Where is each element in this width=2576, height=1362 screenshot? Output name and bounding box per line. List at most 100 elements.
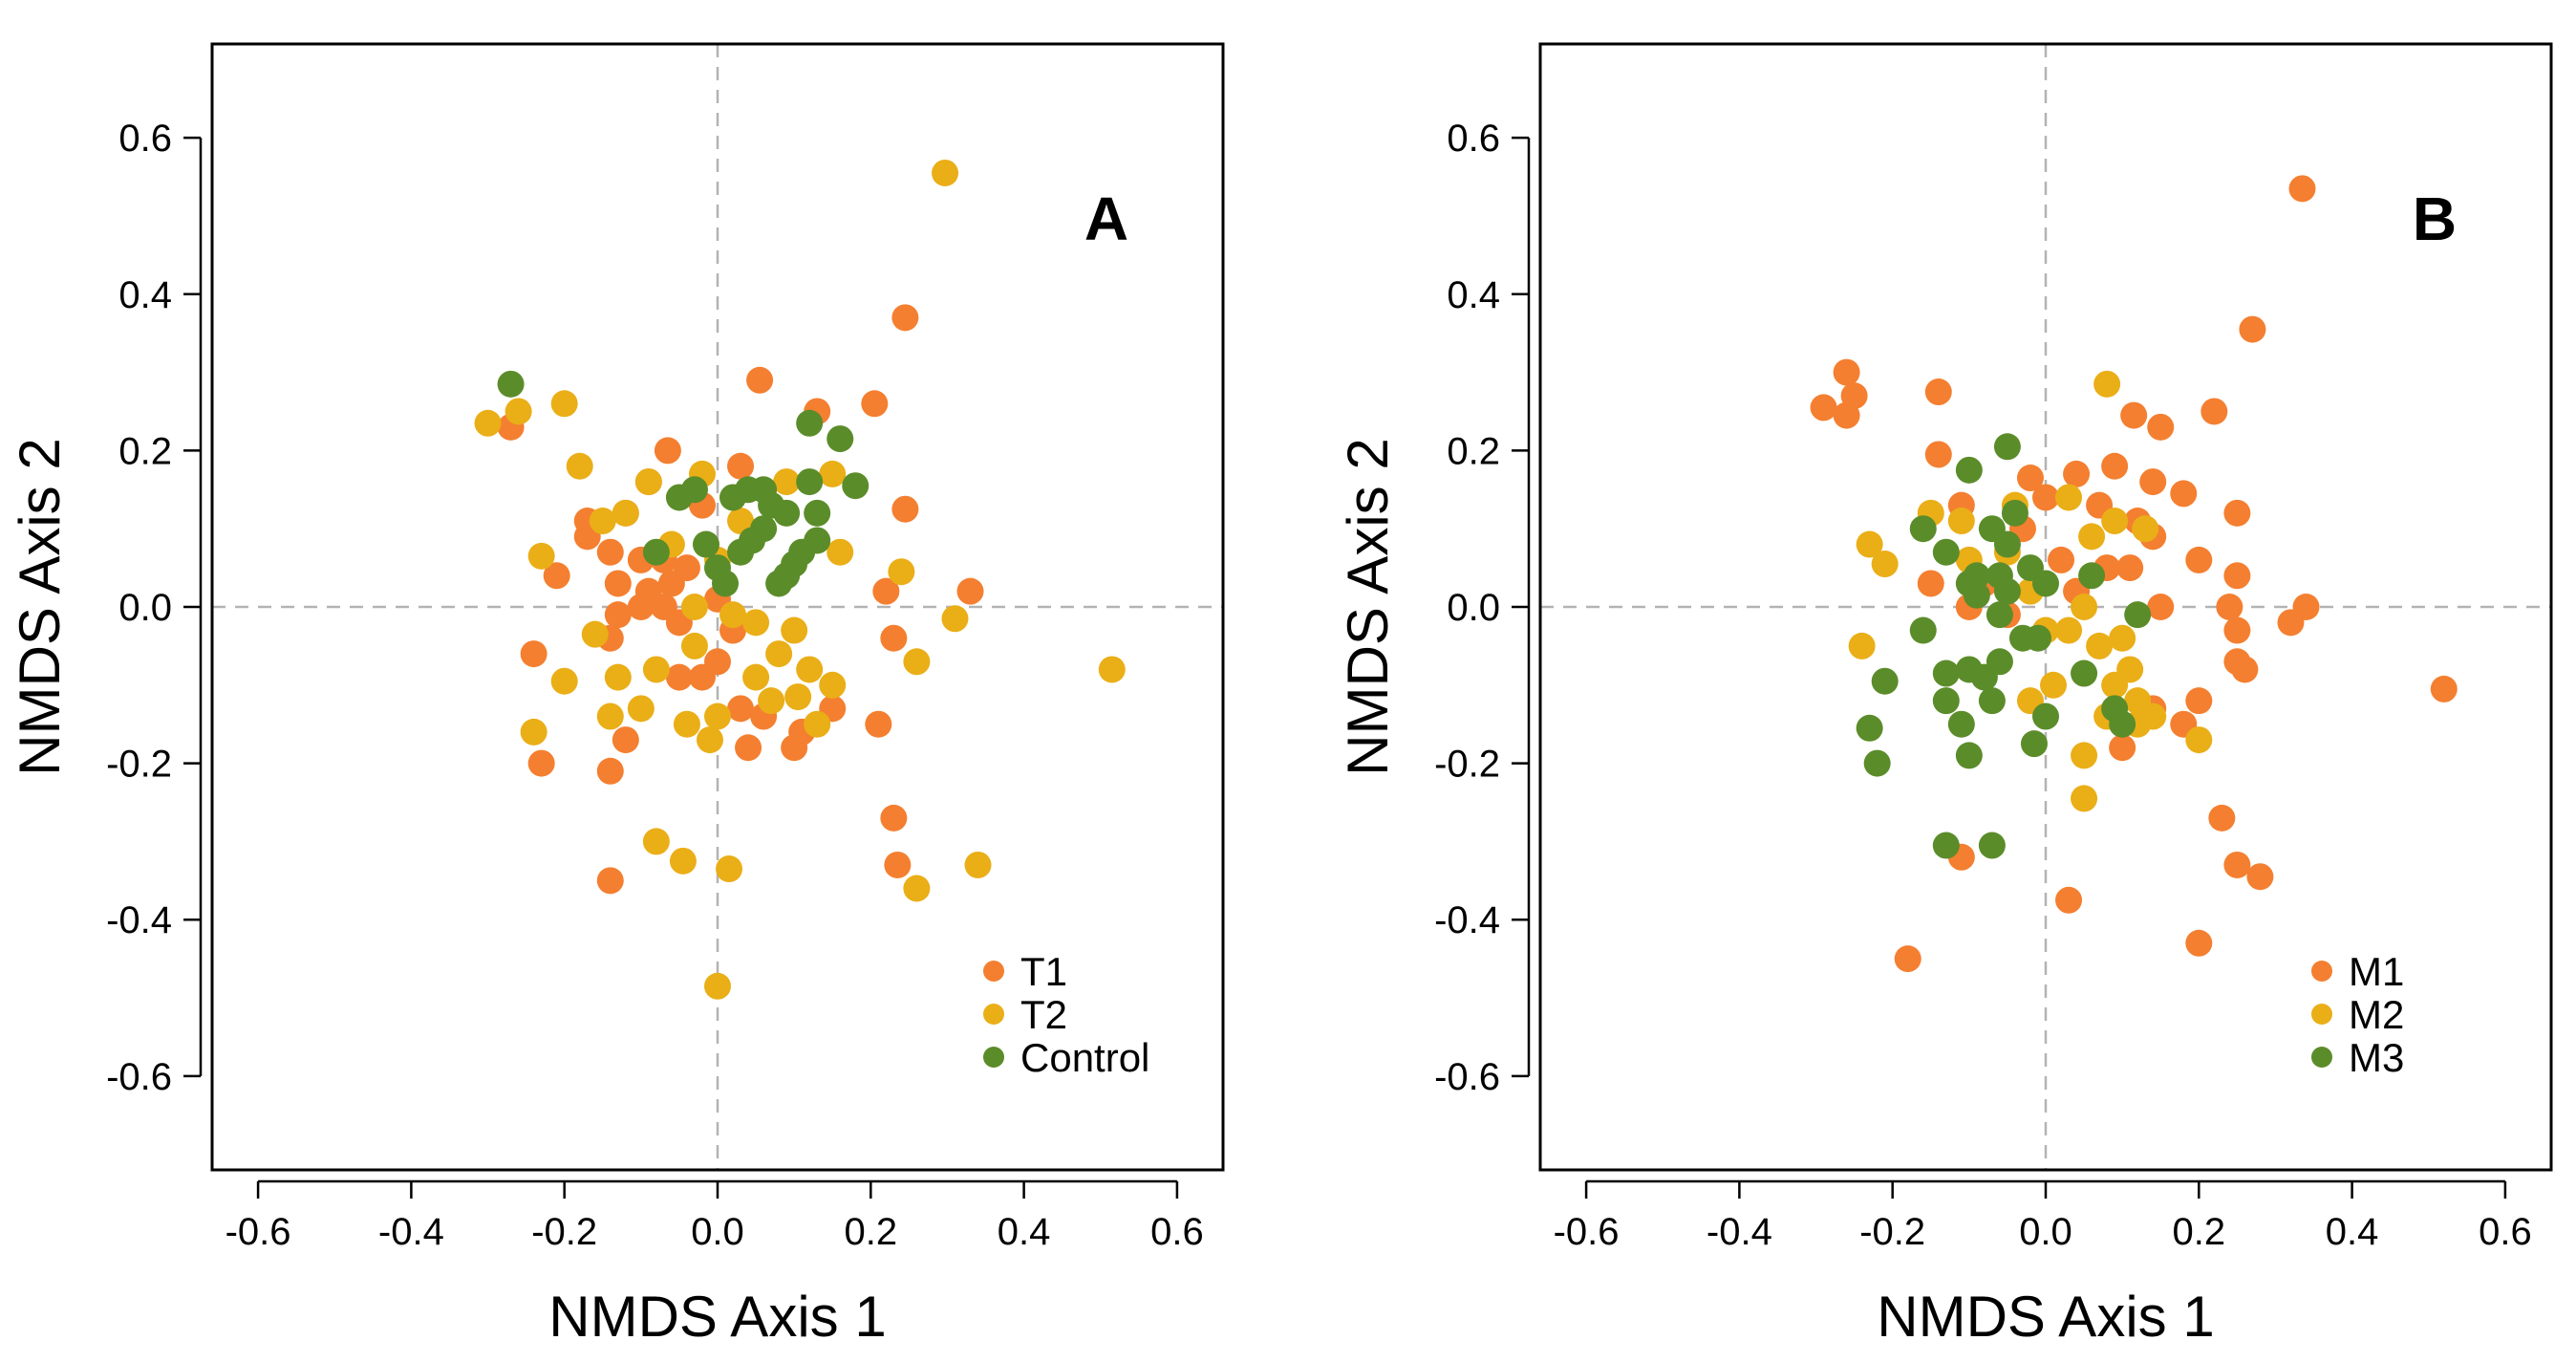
scatter-point-m2 (2078, 523, 2106, 551)
scatter-point-m3 (1978, 832, 2006, 859)
scatter-point-control (739, 527, 766, 554)
scatter-point-t2 (627, 695, 655, 723)
scatter-point-m1 (2048, 546, 2075, 573)
x-tick-label: -0.6 (1554, 1211, 1620, 1253)
scatter-point-t1 (596, 757, 624, 785)
scatter-point-t1 (604, 570, 632, 597)
plot-frame (210, 42, 1225, 1172)
scatter-point-t2 (642, 656, 670, 683)
scatter-point-t1 (884, 851, 912, 878)
scatter-point-m1 (2063, 460, 2091, 487)
scatter-point-t2 (804, 710, 831, 738)
scatter-point-t2 (742, 663, 770, 691)
scatter-point-m3 (1856, 714, 1883, 742)
scatter-point-m1 (2101, 452, 2129, 480)
scatter-point-t1 (527, 749, 555, 777)
x-tick-label: 0.0 (2019, 1211, 2072, 1253)
scatter-point-control (796, 409, 824, 437)
scatter-point-t2 (669, 847, 697, 875)
scatter-point-m2 (2132, 515, 2159, 543)
scatter-point-m3 (1871, 667, 1899, 695)
scatter-point-m1 (2032, 484, 2059, 511)
scatter-point-control (692, 530, 719, 558)
scatter-point-t1 (657, 570, 685, 597)
scatter-point-control (826, 425, 854, 453)
scatter-point-t2 (719, 601, 747, 629)
scatter-point-control (750, 476, 778, 504)
scatter-point-m1 (2147, 413, 2175, 441)
scatter-point-t2 (819, 671, 847, 699)
scatter-point-t1 (704, 648, 731, 676)
scatter-point-t2 (819, 460, 847, 487)
scatter-point-t1 (543, 562, 570, 590)
scatter-point-m3 (1955, 456, 1983, 484)
y-tick-label: 0.6 (118, 118, 172, 160)
scatter-point-t1 (596, 538, 624, 566)
scatter-point-m1 (2185, 929, 2213, 957)
scatter-point-t2 (758, 687, 785, 715)
y-tick-label: 0.0 (118, 587, 172, 629)
scatter-point-m3 (1955, 570, 1983, 597)
scatter-point-t1 (781, 734, 808, 762)
x-axis-title: NMDS Axis 1 (1877, 1285, 2214, 1349)
x-tick-label: -0.2 (1859, 1211, 1925, 1253)
scatter-point-t1 (891, 304, 919, 332)
scatter-point-m2 (2185, 726, 2213, 754)
scatter-point-m3 (1863, 749, 1891, 777)
scatter-point-t2 (704, 703, 731, 730)
scatter-point-t2 (589, 508, 616, 535)
scatter-point-m1 (2223, 851, 2251, 878)
scatter-point-t2 (520, 718, 547, 746)
scatter-point-m1 (1833, 358, 1860, 386)
panel-b: -0.6 -0.4 -0.2 0.0 0.2 0.4 0.6 -0.6 -0.4… (1336, 42, 2553, 1349)
scatter-point-m1 (1924, 441, 1952, 468)
x-tick-label: -0.4 (378, 1211, 444, 1253)
y-tick-label: 0.0 (1447, 587, 1500, 629)
scatter-point-m1 (2246, 863, 2274, 891)
scatter-point-m2 (1856, 530, 1883, 558)
scatter-point-m3 (1986, 562, 2013, 590)
plot-frame (1538, 42, 2553, 1172)
scatter-point-t2 (604, 663, 632, 691)
scatter-point-m2 (2101, 671, 2129, 699)
x-tick-label: 0.2 (2172, 1211, 2225, 1253)
scatter-point-m3 (2020, 730, 2048, 758)
scatter-point-m1 (2120, 401, 2148, 429)
scatter-point-t2 (781, 616, 808, 644)
y-axis-title: NMDS Axis 2 (1336, 438, 1400, 775)
x-tick-label: 0.0 (691, 1211, 744, 1253)
scatter-point-m2 (2071, 742, 2098, 769)
scatter-point-m1 (1833, 401, 1860, 429)
scatter-point-t1 (872, 577, 900, 605)
scatter-point-t1 (891, 495, 919, 523)
scatter-point-t2 (612, 499, 639, 527)
scatter-point-t2 (784, 683, 812, 711)
scatter-point-control (712, 570, 740, 597)
y-tick-label: 0.6 (1447, 118, 1500, 160)
panel-label: B (2413, 184, 2457, 253)
scatter-point-t2 (680, 632, 708, 659)
scatter-point-control (680, 476, 708, 504)
y-tick-label: 0.4 (118, 274, 172, 316)
legend-marker (2311, 1047, 2332, 1068)
legend-marker (983, 1047, 1004, 1068)
scatter-point-m1 (2288, 175, 2316, 203)
legend-label: M2 (2349, 992, 2404, 1037)
scatter-point-t2 (527, 542, 555, 570)
scatter-point-t1 (520, 640, 547, 668)
y-tick-label: -0.2 (106, 744, 172, 786)
scatter-point-t2 (716, 855, 743, 883)
scatter-point-m2 (2055, 484, 2083, 511)
scatter-point-t2 (474, 409, 502, 437)
legend-label: M1 (2349, 949, 2404, 994)
scatter-point-m3 (1955, 656, 1983, 683)
scatter-point-t1 (654, 437, 681, 465)
scatter-point-m1 (2277, 609, 2305, 637)
scatter-point-m1 (2170, 480, 2198, 508)
scatter-point-t1 (612, 726, 639, 754)
scatter-point-t2 (773, 468, 801, 496)
scatter-point-m3 (2032, 570, 2059, 597)
scatter-point-t2 (888, 558, 915, 586)
scatter-point-m1 (2116, 554, 2144, 582)
